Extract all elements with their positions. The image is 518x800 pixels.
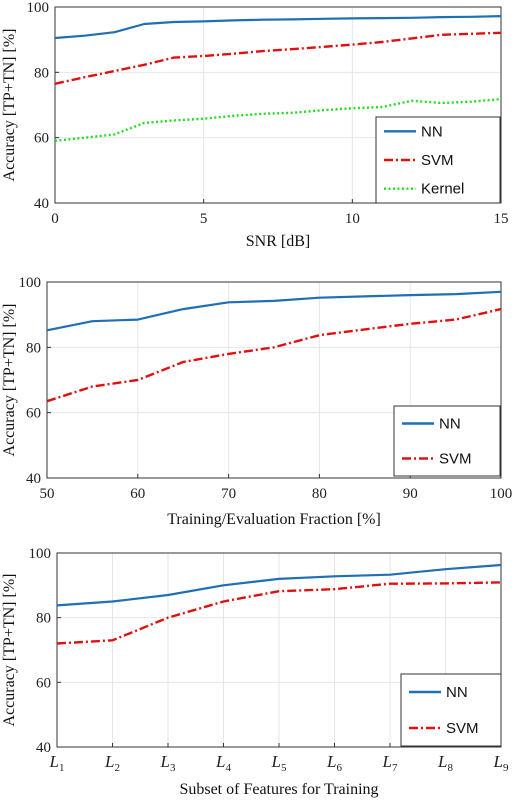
y-axis-label: Accuracy [TP+TN] [%] bbox=[1, 304, 18, 457]
y-tick-label: 80 bbox=[26, 340, 41, 356]
series-line-svm bbox=[54, 31, 502, 85]
legend-label-nn: NN bbox=[446, 684, 468, 701]
y-tick-label: 60 bbox=[26, 406, 41, 422]
x-tick-label: L8 bbox=[437, 752, 453, 774]
x-tick-label: L7 bbox=[382, 752, 398, 774]
y-tick-label: 40 bbox=[34, 196, 49, 212]
x-tick-label: L5 bbox=[271, 752, 287, 774]
y-tick-label: 80 bbox=[36, 611, 51, 627]
x-tick-label: L2 bbox=[104, 752, 120, 774]
series-line-nn bbox=[54, 15, 502, 40]
legend-label-nn: NN bbox=[439, 416, 461, 433]
legend: NN SVM bbox=[393, 405, 501, 477]
x-tick-label: 10 bbox=[345, 211, 360, 227]
x-tick-label: L3 bbox=[160, 752, 176, 774]
x-axis-label: Subset of Features for Training bbox=[179, 781, 378, 798]
legend-label-svm: SVM bbox=[421, 152, 454, 169]
legend: NN SVM bbox=[400, 673, 502, 747]
y-tick-label: 60 bbox=[36, 675, 51, 691]
y-axis-label: Accuracy [TP+TN] [%] bbox=[1, 29, 18, 182]
series-line-svm bbox=[56, 581, 502, 645]
axes-frame bbox=[46, 281, 502, 479]
legend-label-svm: SVM bbox=[446, 720, 479, 737]
x-tick-label: L9 bbox=[493, 752, 509, 774]
legend-label-kernel: Kernel bbox=[421, 181, 464, 198]
y-tick-label: 40 bbox=[26, 471, 41, 487]
y-tick-label: 40 bbox=[36, 740, 51, 756]
legend-box bbox=[400, 673, 502, 747]
y-tick-label: 100 bbox=[19, 275, 42, 291]
x-tick-label: 90 bbox=[403, 486, 418, 502]
x-tick-label: 70 bbox=[221, 486, 236, 502]
y-axis-label: Accuracy [TP+TN] [%] bbox=[1, 574, 18, 727]
x-tick-label: L6 bbox=[326, 752, 342, 774]
legend-label-svm: SVM bbox=[439, 451, 472, 468]
series-line-nn bbox=[56, 563, 502, 607]
x-tick-label: 100 bbox=[490, 486, 513, 502]
series-line-kernel bbox=[54, 97, 502, 143]
x-tick-label: 60 bbox=[130, 486, 145, 502]
chart-panel-2: 50 60 70 80 90 100 40 60 80 100 Training/Evaluatio… bbox=[1, 275, 512, 528]
series-line-nn bbox=[46, 290, 502, 332]
y-tick-label: 80 bbox=[34, 65, 49, 81]
legend-box bbox=[393, 405, 501, 477]
x-axis-label: Training/Evaluation Fraction [%] bbox=[167, 511, 381, 528]
y-tick-label: 100 bbox=[27, 0, 50, 16]
x-tick-label: 0 bbox=[51, 211, 59, 227]
chart-panel-1: 0 5 10 15 40 60 80 100 SNR [dB] Accuracy [TP+TN] … bbox=[1, 0, 509, 250]
x-tick-label: 15 bbox=[494, 211, 509, 227]
chart-panel-3: L1 L2 L3 L4 L5 L6 L7 L8 L9 40 60 80 100 Subset of Fea… bbox=[1, 546, 509, 798]
series-line-svm bbox=[46, 307, 502, 403]
x-tick-label: 80 bbox=[312, 486, 327, 502]
x-tick-label: 5 bbox=[200, 211, 208, 227]
x-tick-label: L1 bbox=[49, 752, 65, 774]
x-axis-label: SNR [dB] bbox=[246, 233, 310, 250]
y-tick-label: 100 bbox=[29, 546, 52, 562]
x-tick-label: 50 bbox=[40, 486, 55, 502]
legend-label-nn: NN bbox=[421, 123, 443, 140]
legend: NN SVM Kernel bbox=[375, 116, 501, 204]
axes-frame bbox=[54, 6, 502, 204]
y-tick-label: 60 bbox=[34, 131, 49, 147]
x-tick-label: L4 bbox=[215, 752, 231, 774]
